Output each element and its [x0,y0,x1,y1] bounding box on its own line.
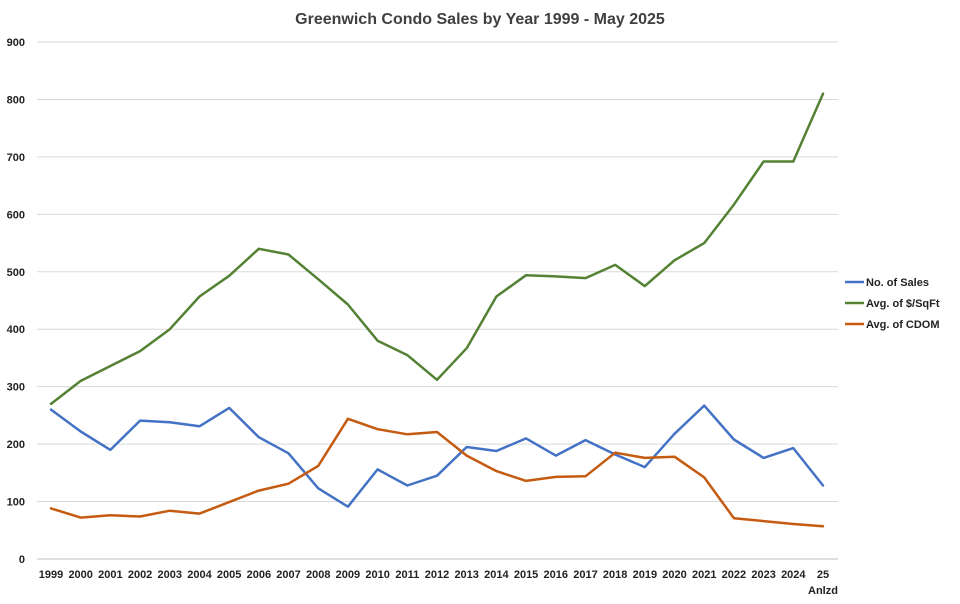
x-tick-label: 2011 [395,569,419,581]
x-tick-label: 25 Anlzd [808,569,838,597]
x-tick-label: 2004 [187,569,212,581]
gridlines [37,41,838,560]
x-tick-label: 2013 [454,569,478,581]
x-tick-label: 2018 [603,569,627,581]
x-tick-label: 2021 [692,569,716,581]
x-tick-label: 2015 [514,569,538,581]
legend-label: Avg. of CDOM [866,319,940,331]
y-tick-label: 500 [7,267,25,279]
x-tick-label: 2001 [98,569,122,581]
x-tick-label: 2016 [544,569,568,581]
x-tick-label: 2020 [662,569,686,581]
x-tick-label: 2024 [781,569,806,581]
x-tick-label: 2012 [425,569,449,581]
series-lines [49,92,825,528]
x-tick-label: 2003 [158,569,182,581]
y-tick-label: 700 [7,152,25,164]
y-tick-label: 0 [19,554,25,566]
x-axis: 1999 2000 2001 2002 2003 2004 2005 2006 2007 2008… [39,569,838,597]
x-tick-label: 2006 [247,569,271,581]
x-tick-label: 2014 [484,569,509,581]
series-line-no-of-sales [49,404,825,508]
x-tick-label: 2023 [751,569,775,581]
x-tick-label: 2007 [276,569,300,581]
x-tick-label: 2022 [722,569,746,581]
legend: No. of Sales Avg. of $/SqFt Avg. of CDOM [845,277,940,331]
x-tick-label: 1999 [39,569,63,581]
y-tick-label: 400 [7,324,25,336]
y-tick-label: 200 [7,439,25,451]
x-tick-label: 2009 [336,569,360,581]
y-tick-label: 600 [7,209,25,221]
y-tick-label: 900 [7,37,25,49]
legend-label: No. of Sales [866,277,929,289]
series-line-avg-of-cdom [49,417,825,528]
legend-label: Avg. of $/SqFt [866,298,940,310]
y-tick-label: 800 [7,94,25,106]
x-tick-label: 2008 [306,569,330,581]
x-tick-label: 2000 [68,569,92,581]
y-tick-label: 100 [7,497,25,509]
x-tick-label: 2005 [217,569,241,581]
x-tick-label: 2010 [365,569,389,581]
series-line-avg-of-sqft [49,92,825,406]
y-tick-label: 300 [7,382,25,394]
chart-title: Greenwich Condo Sales by Year 1999 - May… [295,11,665,28]
y-axis: 0 100 200 300 400 500 600 700 800 900 [7,37,25,566]
x-tick-label: 2019 [633,569,657,581]
x-tick-label: 2002 [128,569,152,581]
x-tick-label: 2017 [573,569,597,581]
